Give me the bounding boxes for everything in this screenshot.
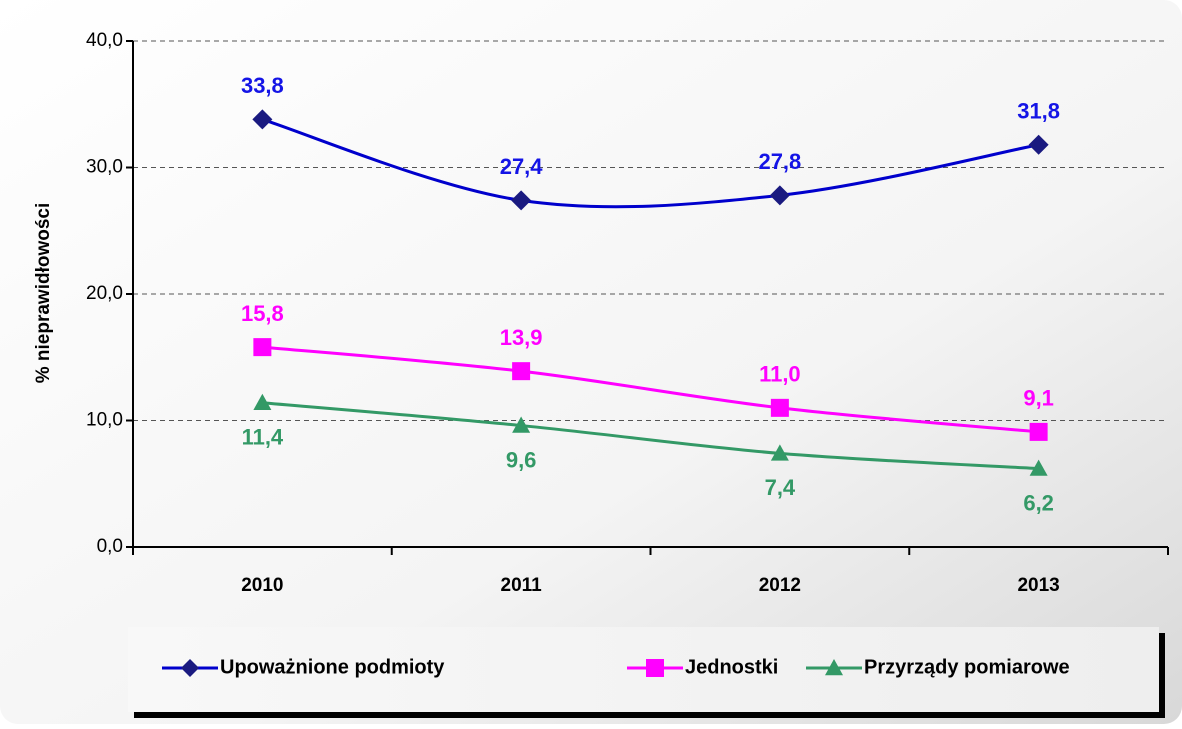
legend-marker [181,659,199,677]
data-point [253,338,272,357]
data-label: 9,6 [506,447,537,472]
x-tick-label: 2011 [501,575,543,596]
legend-label: Jednostki [685,656,778,678]
data-point [1029,459,1048,476]
y-axis-title: % nieprawidłowości [33,203,54,384]
data-point [1028,134,1049,155]
legend-label: Przyrządy pomiarowe [864,656,1070,678]
legend-marker [646,659,664,677]
data-point [770,398,789,417]
series-line [262,345,1039,434]
y-tick-label: 0,0 [97,536,123,557]
y-tick-label: 30,0 [86,157,123,178]
y-tick-label: 40,0 [86,30,123,51]
x-tick-label: 2010 [241,575,283,596]
data-label: 33,8 [241,73,284,98]
data-point [253,393,272,410]
series-line [262,401,1039,471]
data-point [1029,422,1048,441]
data-point [511,190,532,211]
series-line [261,117,1039,209]
data-label: 15,8 [241,301,284,326]
data-label: 9,1 [1023,386,1054,411]
data-label: 13,9 [500,325,543,350]
data-point [769,185,790,206]
y-tick-label: 10,0 [86,410,123,431]
data-label: 27,4 [500,154,544,179]
data-label: 6,2 [1023,490,1054,515]
data-point [770,444,789,461]
data-label: 31,8 [1017,99,1060,124]
data-label: 7,4 [765,475,796,500]
data-label: 11,0 [759,362,801,387]
data-point [512,416,531,433]
data-point [252,109,273,130]
y-tick-label: 20,0 [86,283,123,304]
data-label: 11,4 [242,425,284,450]
data-label: 27,8 [758,149,801,174]
legend-marker [825,659,843,676]
data-point [512,362,531,381]
x-tick-label: 2013 [1017,575,1059,596]
x-tick-label: 2012 [759,575,801,596]
legend-label: Upoważnione podmioty [220,656,445,678]
